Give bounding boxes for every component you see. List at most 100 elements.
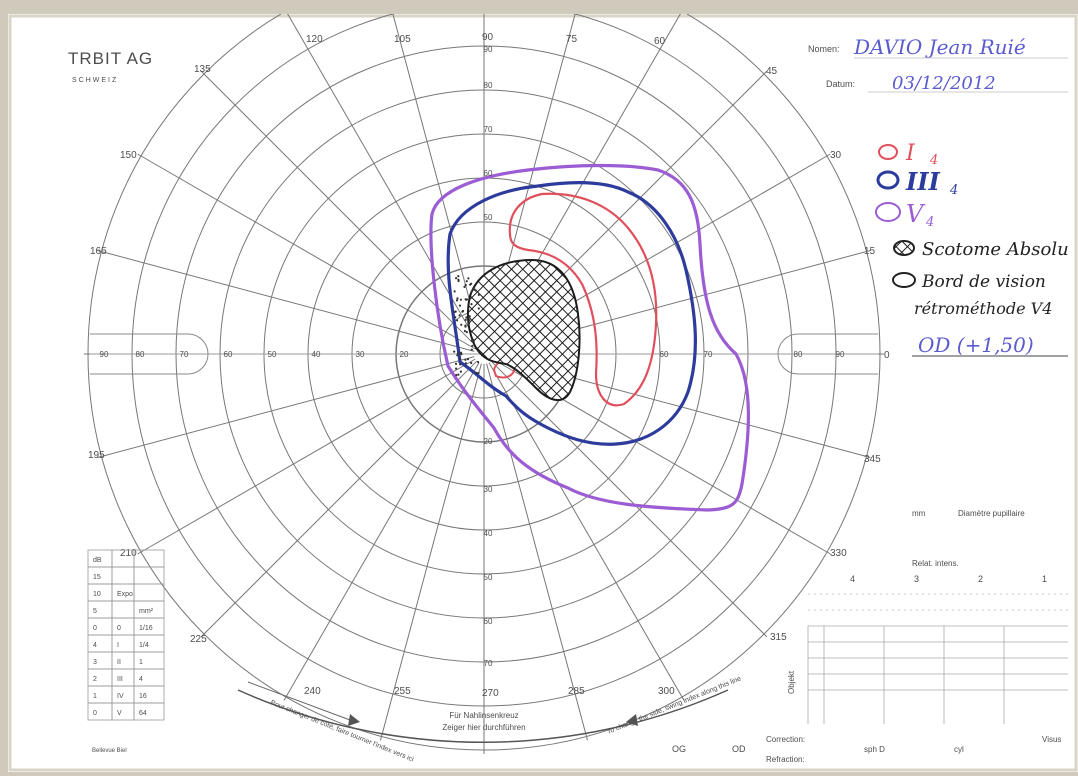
angle-label-165: 165 xyxy=(90,246,107,257)
angle-label-150: 150 xyxy=(120,150,137,161)
table-cell-text: 64 xyxy=(139,710,147,717)
scotoma-dot xyxy=(464,358,467,361)
radial-label-30-below: 30 xyxy=(484,485,493,494)
bord-symbol-icon xyxy=(892,272,916,288)
table-cell-text: 5 xyxy=(93,608,97,615)
legend-label-i4: I xyxy=(905,141,916,166)
legend-label-v4: V xyxy=(906,200,926,228)
scotoma-dot xyxy=(470,348,473,351)
bottom-arc xyxy=(237,689,729,743)
scotoma-dot xyxy=(464,362,467,365)
scotoma-dot xyxy=(470,361,473,365)
radial-label-80: 80 xyxy=(484,81,493,90)
angle-label-240: 240 xyxy=(304,686,321,697)
scotoma-dot xyxy=(469,283,472,286)
scotoma-dot xyxy=(453,350,456,353)
scotoma-dot xyxy=(467,323,470,326)
h-label-r80: 80 xyxy=(794,350,803,359)
scotoma-dot xyxy=(458,358,462,361)
left-arrow-icon xyxy=(348,714,360,726)
h-label-r60: 60 xyxy=(660,350,669,359)
scotoma-dot xyxy=(454,316,457,319)
table-cell xyxy=(111,702,135,721)
isopter-iii4 xyxy=(446,181,697,446)
scotoma-dot xyxy=(459,351,463,354)
stimulus-table: dB 15 10 Expo 5 mm² 0 0 1/16 4 I 1/4 3 II 1 2 III 4 1 IV 16 0… xyxy=(87,549,165,721)
isopter-v4 xyxy=(429,163,750,512)
radial-label-50: 50 xyxy=(484,213,493,222)
angle-label-285: 285 xyxy=(568,686,585,697)
scotoma-dot xyxy=(459,298,462,301)
correction-label: Correction: xyxy=(766,735,805,744)
grid-meridian xyxy=(137,358,476,555)
legend-od-correction: OD (+1,50) xyxy=(918,333,1034,357)
scotoma-dot xyxy=(477,307,480,310)
relative-scotoma-dots xyxy=(453,275,480,377)
scotoma-dot xyxy=(453,290,456,293)
h-label-50: 50 xyxy=(268,350,277,359)
scotoma-dot xyxy=(464,283,467,287)
grid-meridian xyxy=(287,14,480,346)
scotoma-dot xyxy=(468,321,471,324)
od-label: OD xyxy=(732,744,746,754)
table-cell-text: 4 xyxy=(93,642,97,649)
h-label-80: 80 xyxy=(136,350,145,359)
arc-text-left: Pour changer de côté, faire tourner l'in… xyxy=(269,699,415,763)
radial-label-20-below: 20 xyxy=(484,437,493,446)
legend-circle-iii4 xyxy=(876,170,900,190)
legend-sub-v4: 4 xyxy=(925,215,934,230)
table-cell-text: 1 xyxy=(139,659,143,666)
cyl-label: cyl xyxy=(954,745,964,754)
name-value: DAVIO Jean Ruié xyxy=(853,35,1026,59)
scotoma-dot xyxy=(470,339,473,342)
goldmann-perimetry-chart: TRBIT AG SCHWEIZ Nomen: DAVIO Jean Ruié … xyxy=(8,14,1078,772)
angle-label-345: 345 xyxy=(864,454,881,465)
table-cell-text: 16 xyxy=(139,693,147,700)
table-cell-text: dB xyxy=(93,557,102,564)
table-cell-text: I xyxy=(117,642,119,649)
angle-label-255: 255 xyxy=(394,686,411,697)
angle-label-315: 315 xyxy=(770,632,787,643)
angle-label-105: 105 xyxy=(394,34,411,45)
scotoma-dot xyxy=(467,277,470,280)
relat-intens-label: Relat. intens. xyxy=(912,559,959,568)
table-cell-text: 2 xyxy=(93,676,97,683)
scotoma-dot xyxy=(475,371,478,374)
angle-label-30: 30 xyxy=(830,150,842,161)
h-label-20: 20 xyxy=(400,350,409,359)
legend-bord-2: rétrométhode V4 xyxy=(914,299,1052,318)
table-cell-text: 1/4 xyxy=(139,642,149,649)
scotoma-dot xyxy=(465,331,468,334)
scotoma-dot xyxy=(456,297,459,300)
visus-label: Visus xyxy=(1042,735,1061,744)
h-label-30: 30 xyxy=(356,350,365,359)
date-label: Datum: xyxy=(826,79,855,89)
radial-label-60: 60 xyxy=(484,169,493,178)
scotoma-dot xyxy=(465,298,468,301)
isopter-i4 xyxy=(508,192,658,407)
stamp-text: Bellevue Biel xyxy=(92,748,127,754)
scotoma-dot xyxy=(473,288,476,291)
radial-label-90: 90 xyxy=(484,45,493,54)
table-cell xyxy=(111,617,135,636)
sheet-border xyxy=(8,14,1078,772)
radial-label-60-below: 60 xyxy=(484,617,493,626)
table-cell-text: 10 xyxy=(93,591,101,598)
legend-scotome: Scotome Absolu xyxy=(922,239,1069,260)
table-cell-text: mm² xyxy=(139,608,154,615)
brand-subtitle: SCHWEIZ xyxy=(72,77,118,84)
table-cell-text: V xyxy=(117,710,122,717)
scotoma-dot xyxy=(455,277,458,280)
scotoma-dot xyxy=(460,323,463,326)
relat-intens-number: 2 xyxy=(978,574,983,584)
angle-label-0: 0 xyxy=(884,350,890,361)
scotoma-dot xyxy=(459,370,462,373)
right-arrow-icon xyxy=(626,714,638,726)
table-cell xyxy=(111,634,135,653)
arc-text-center-1: Für Nahlinsenkreuz xyxy=(449,711,518,720)
angle-label-330: 330 xyxy=(830,548,847,559)
grid-meridian xyxy=(200,360,478,638)
legend-bord: Bord de vision xyxy=(921,272,1046,292)
table-cell-text: 1/16 xyxy=(139,625,153,632)
scotoma-dot xyxy=(454,310,457,313)
